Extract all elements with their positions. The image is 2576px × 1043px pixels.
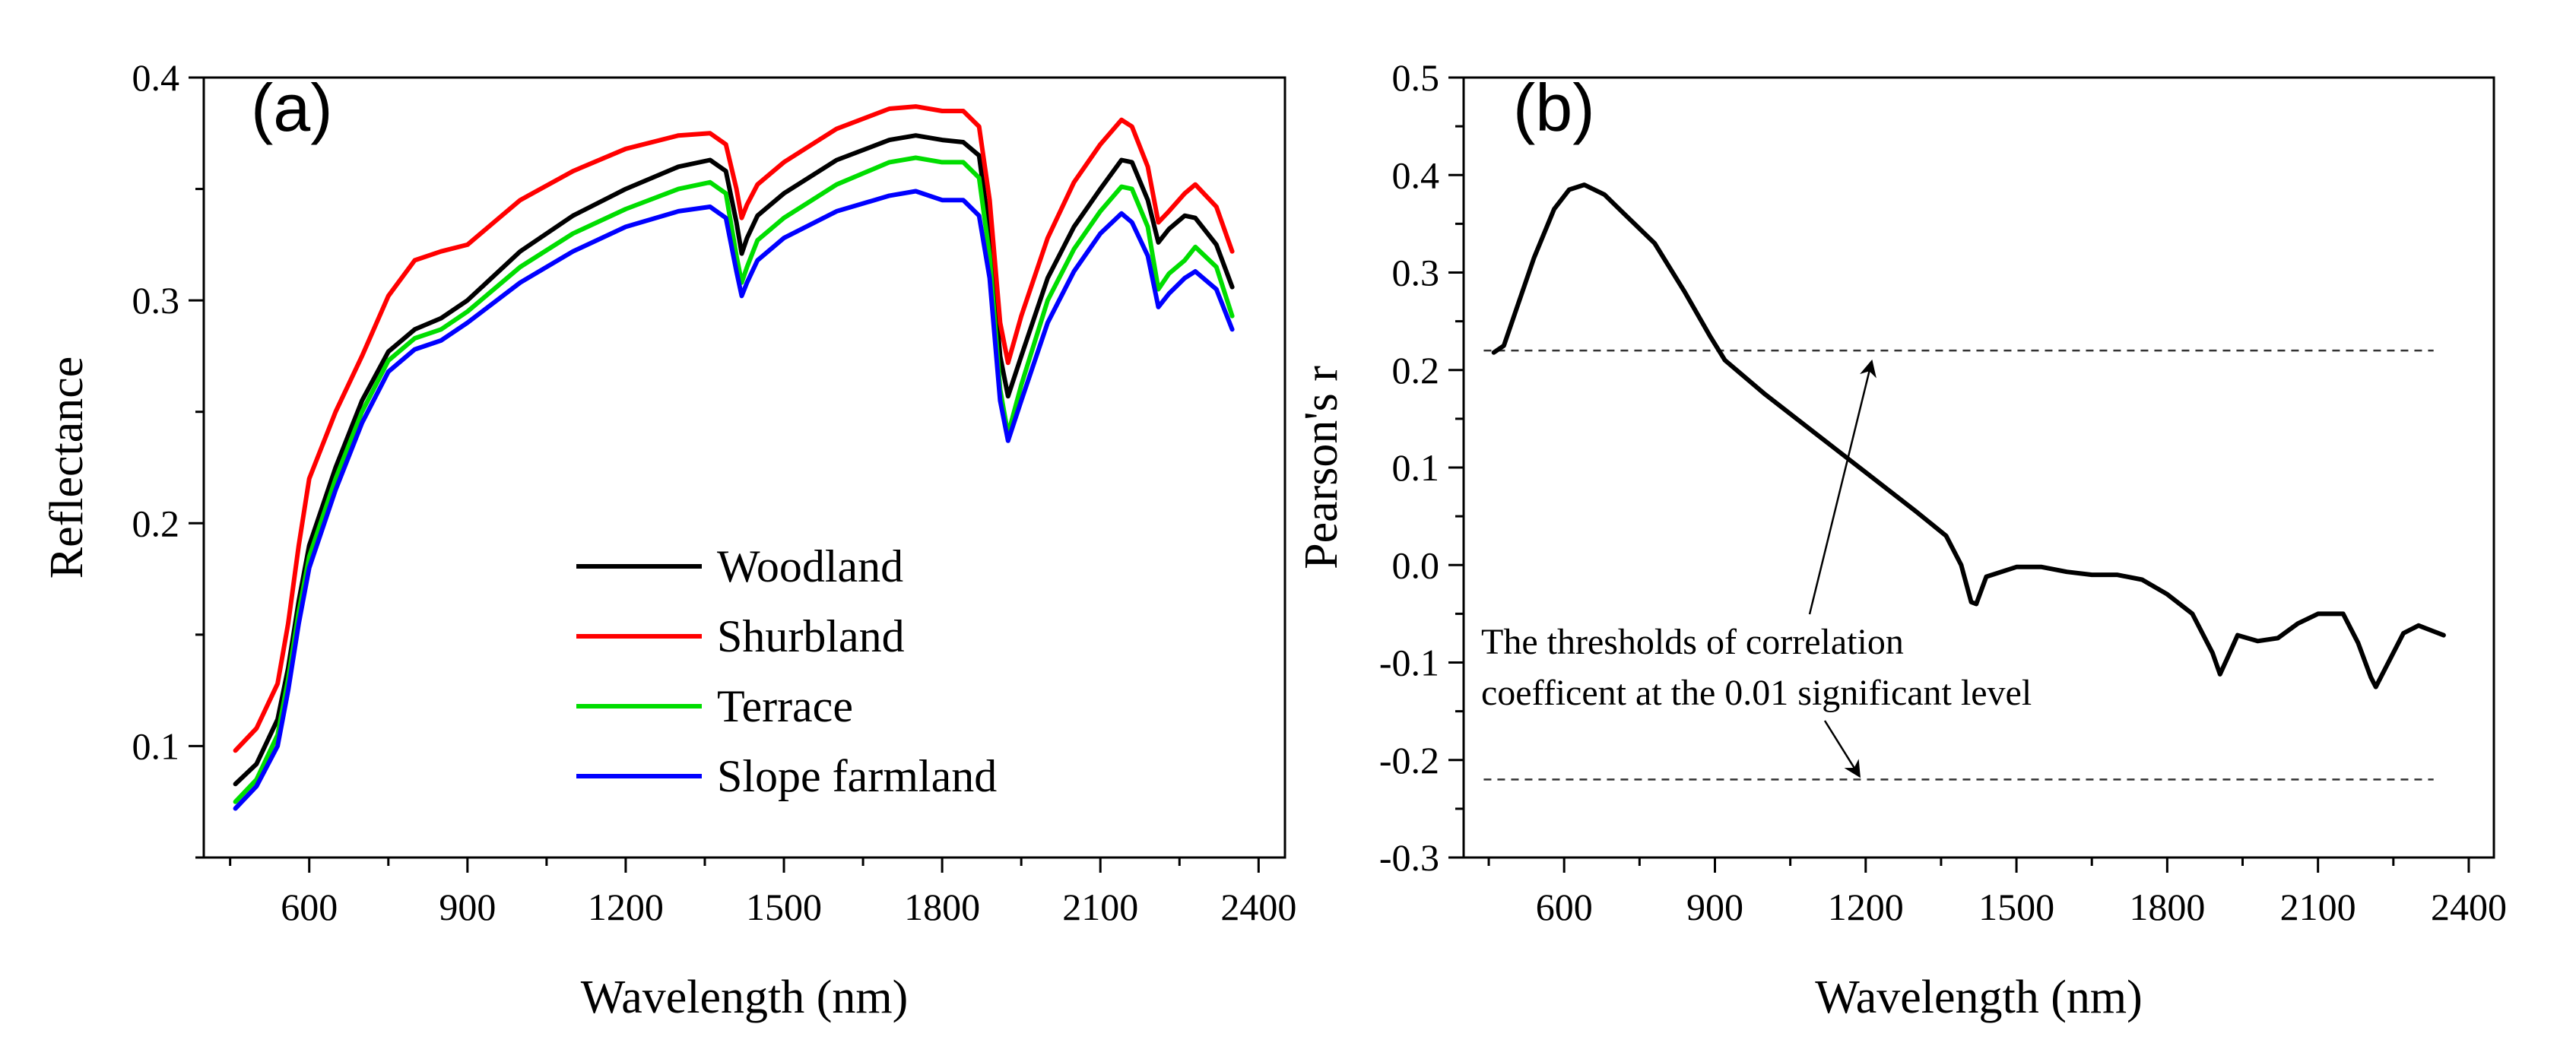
panel-b-y-axis-title: Pearson's r: [1296, 366, 1347, 569]
y-tick-label: 0.0: [1392, 544, 1440, 586]
annotation-line-2: coefficent at the 0.01 significant level: [1481, 673, 2032, 713]
x-tick-label: 2400: [2431, 886, 2507, 928]
legend-label: Terrace: [717, 681, 853, 731]
y-tick-label: 0.2: [1392, 349, 1440, 392]
legend-label: Shurbland: [717, 611, 905, 661]
legend-label: Woodland: [717, 541, 903, 591]
x-tick-label: 1200: [588, 886, 664, 928]
x-tick-label: 1800: [904, 886, 980, 928]
x-tick-label: 1500: [746, 886, 822, 928]
x-tick-label: 600: [281, 886, 338, 928]
panel-a-series-group: [233, 104, 1235, 811]
panel-a-label: (a): [251, 70, 333, 145]
panel-a-reflectance-chart: 600 900 1200 1500 1800 2100 2400 0.10.20.30.4 …: [41, 56, 1296, 1023]
annotation-arrow-down: [1823, 720, 1861, 778]
series-line-shurbland: [233, 104, 1235, 753]
panel-a-plot-frame: [202, 76, 1286, 859]
x-tick-label: 1200: [1828, 886, 1904, 928]
y-tick-label: 0.2: [132, 502, 180, 544]
y-tick-label: 0.5: [1392, 56, 1440, 99]
x-tick-label: 2100: [2280, 886, 2356, 928]
y-tick-label: 0.3: [1392, 252, 1440, 294]
panel-b-x-ticks: 600 900 1200 1500 1800 2100 2400: [1487, 858, 2507, 928]
annotation-line-1: The thresholds of correlation: [1481, 622, 1904, 662]
x-tick-label: 2100: [1062, 886, 1138, 928]
annotation-arrow-up: [1808, 359, 1876, 615]
y-tick-label: 0.1: [1392, 446, 1440, 489]
y-tick-label: -0.2: [1379, 739, 1439, 781]
series-line-pearson-r: [1491, 182, 2446, 690]
series-line-terrace: [233, 155, 1235, 804]
x-tick-label: 600: [1536, 886, 1593, 928]
x-tick-label: 1800: [2129, 886, 2205, 928]
panel-a-y-ticks: 0.1 0.2 0.3 0.4: [132, 56, 204, 859]
y-tick-label: 0.4: [132, 56, 180, 99]
x-tick-label: 1500: [1978, 886, 2054, 928]
panel-b-label: (b): [1513, 70, 1595, 145]
panel-b-y-ticks: -0.3 -0.2 -0.1 0.0 0.1 0.2 0.3 0.4 0.5: [1379, 56, 1464, 879]
series-line-woodland: [233, 133, 1235, 787]
panel-a-legend: Woodland Shurbland Terrace Slope farmland: [576, 541, 997, 801]
panel-b-series-group: [1491, 182, 2446, 690]
panel-b-threshold-annotation: The thresholds of correlation coefficent…: [1481, 359, 2032, 778]
y-tick-label: 0.3: [132, 279, 180, 322]
legend-label: Slope farmland: [717, 751, 997, 801]
x-tick-label: 900: [1686, 886, 1743, 928]
x-tick-label: 2400: [1220, 886, 1296, 928]
y-tick-label: 0.4: [1392, 154, 1440, 196]
y-tick-label: 0.1: [132, 724, 180, 767]
panel-a-x-axis-title: Wavelength (nm): [581, 972, 909, 1023]
panel-a-x-ticks: 600 900 1200 1500 1800 2100 2400: [229, 858, 1296, 928]
series-line-slope-farmland: [233, 189, 1235, 811]
panel-b-plot-frame: [1462, 76, 2495, 859]
y-tick-label: -0.3: [1379, 836, 1439, 879]
panel-b-pearson-chart: 600 900 1200 1500 1800 2100 2400 -0.3 -0.2 -0.1 0…: [1296, 56, 2507, 1023]
x-tick-label: 900: [439, 886, 496, 928]
y-tick-label: -0.1: [1379, 642, 1439, 684]
panel-b-x-axis-title: Wavelength (nm): [1815, 972, 2143, 1023]
panel-a-y-axis-title: Reflectance: [41, 357, 93, 579]
